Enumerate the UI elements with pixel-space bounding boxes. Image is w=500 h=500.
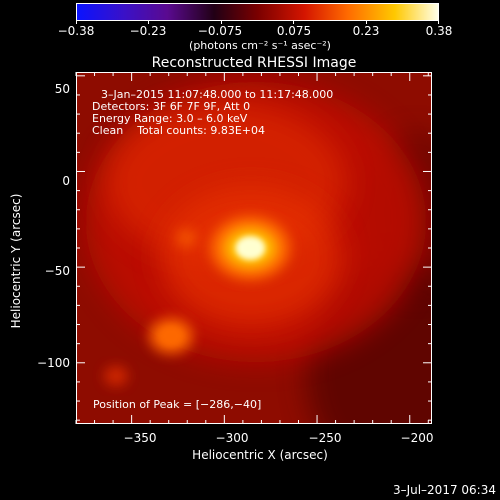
info-line-clean: Clean Total counts: 9.83E+04 — [92, 124, 266, 137]
x-tick-label-0: −350 — [123, 431, 157, 445]
colorbar-tick — [76, 20, 77, 24]
colorbar-tick-label-5: 0.38 — [425, 24, 453, 38]
colorbar-tick-label-4: 0.23 — [352, 24, 380, 38]
y-tick-label-1: 0 — [62, 174, 70, 188]
colorbar-tick — [438, 20, 439, 24]
colorbar-tick-label-1: −0.23 — [129, 24, 167, 38]
faint-source — [176, 229, 196, 247]
y-tick-label-3: −100 — [37, 356, 70, 370]
image-title: Reconstructed RHESSI Image — [151, 55, 357, 71]
colorbar-tick — [365, 20, 367, 24]
info-line-detectors: Detectors: 3F 6F 7F 9F, Att 0 — [92, 100, 251, 113]
y-tick-label-0: 50 — [54, 82, 70, 96]
x-axis-label: Heliocentric X (arcsec) — [192, 448, 328, 462]
info-line-energy: Energy Range: 3.0 – 6.0 keV — [92, 112, 248, 125]
colorbar — [76, 3, 439, 21]
colorbar-tick-label-2: −0.075 — [197, 24, 243, 38]
y-tick-label-2: −50 — [44, 264, 70, 278]
info-line-time: 3–Jan–2015 11:07:48.000 to 11:17:48.000 — [101, 88, 334, 101]
colorbar-tick-label-3: 0.075 — [276, 24, 312, 38]
colorbar-unit-label: (photons cm⁻² s⁻¹ asec⁻²) — [189, 39, 331, 52]
y-axis-label: Heliocentric Y (arcsec) — [9, 193, 23, 329]
x-tick-label-3: −200 — [400, 431, 434, 445]
colorbar-tick — [148, 20, 150, 24]
reconstructed-image-heatmap — [76, 72, 432, 424]
faint-source — [104, 366, 128, 386]
colorbar-gradient — [77, 4, 438, 20]
colorbar-tick-label-0: −0.38 — [57, 24, 95, 38]
plot-area: 3–Jan–2015 11:07:48.000 to 11:17:48.000 … — [76, 72, 432, 424]
secondary-source-core — [159, 326, 183, 346]
x-tick-label-1: −300 — [215, 431, 249, 445]
colorbar-tick — [293, 20, 295, 24]
peak-position-label: Position of Peak = [−286,−40] — [93, 398, 262, 411]
x-tick-label-2: −250 — [308, 431, 342, 445]
peak-core — [235, 236, 266, 260]
footer-timestamp: 3–Jul–2017 06:34 — [392, 483, 496, 497]
colorbar-tick — [220, 20, 222, 24]
